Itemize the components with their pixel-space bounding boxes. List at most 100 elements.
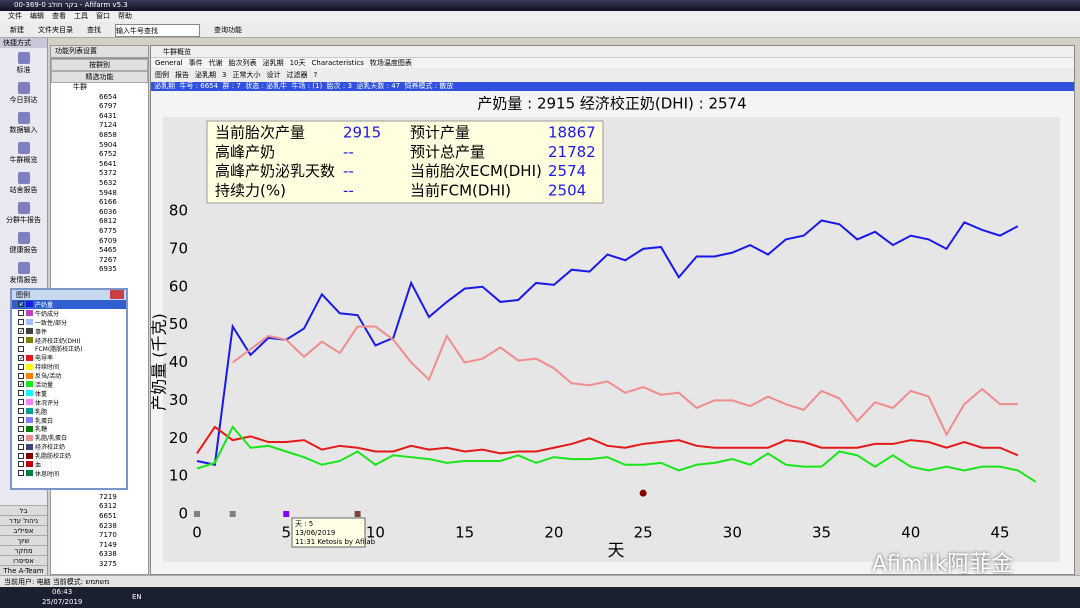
x-tick-label: 5 (281, 524, 291, 542)
menu-bar: 文件 编辑 查看 工具 窗口 帮助 (0, 11, 1080, 22)
info-label: 当前胎次ECM(DHI) (410, 162, 542, 180)
sidebar-item: 标准 (0, 48, 47, 78)
status-bar: 当前用户: 电脑 当前模式: משתמש (0, 575, 1080, 587)
cow-id: 3275 (99, 560, 117, 569)
menu-item[interactable]: 窗口 (96, 12, 110, 20)
legend-label: FCM(脂肪校正奶) (35, 346, 83, 354)
checkbox: ✓ (18, 354, 25, 362)
menu-item[interactable]: 工具 (74, 12, 88, 20)
toolbar-button[interactable]: 查询功能 (214, 26, 242, 34)
legend-row: 体况评分 (12, 398, 126, 407)
cow-id: 6431 (99, 111, 117, 120)
checkbox (18, 470, 24, 477)
info-label: 预计总产量 (410, 143, 485, 161)
sidebar-header: 快捷方式 (0, 38, 47, 48)
series-line (196, 219, 1019, 466)
x-tick-label: 40 (901, 524, 920, 542)
legend-label: 产奶量 (35, 301, 54, 309)
y-tick-label: 40 (169, 353, 188, 371)
event-point (639, 489, 647, 497)
cow-id: 6775 (99, 226, 117, 235)
info-label: 预计产量 (410, 124, 470, 142)
sidebar-item: 今日到达 (0, 78, 47, 108)
sidebar-group: ניהול עדר (0, 515, 47, 525)
legend-label: 电导率 (35, 355, 54, 363)
x-tick-label: 45 (990, 524, 1009, 542)
legend-window: 图例 ✓ 产奶量 牛奶成分 一致性/部分 ✓ 事件 经济校正奶(DHI) FCM(脂肪校正奶)… (10, 288, 128, 490)
swatch (26, 425, 33, 432)
cow-id: 5465 (99, 246, 117, 255)
series-line (196, 425, 1037, 483)
checkbox (18, 399, 24, 406)
legend-row: 持续时间 (12, 362, 126, 371)
tooltip-text: 天 : 5 (295, 520, 313, 528)
clock-date: 25/07/2019 (42, 598, 83, 606)
legend-row: 乳脂 (12, 407, 126, 416)
legend-label: 乳脂/乳蛋白 (35, 435, 68, 443)
y-axis-label: 产奶量 (千克) (150, 313, 169, 411)
menu-item[interactable]: 编辑 (30, 12, 44, 20)
checkbox: ✓ (18, 301, 25, 309)
legend-items: ✓ 产奶量 牛奶成分 一致性/部分 ✓ 事件 经济校正奶(DHI) FCM(脂肪校正奶) ✓ 电导… (12, 300, 126, 478)
info-value: 18867 (548, 124, 596, 142)
cow-id: 5948 (99, 188, 117, 197)
tab: 10天 (289, 59, 306, 67)
legend-label: 体重 (35, 390, 48, 398)
checkbox: ✓ (18, 434, 25, 442)
legend-row: ✓ 活动量 (12, 380, 126, 389)
close-button[interactable] (110, 290, 124, 299)
y-tick-label: 30 (169, 391, 188, 409)
swatch (26, 381, 33, 388)
toolbar-button[interactable]: 查找 (87, 26, 101, 34)
tool: 正常大小 (232, 71, 261, 79)
tabs: General 事件 代谢 胎次列表 泌乳期 10天 Characteristics 牧场温度… (151, 58, 1074, 68)
info-value: 2504 (548, 181, 586, 199)
tree-root: 牛群 (73, 83, 87, 91)
sidebar-group: The A-Team (0, 565, 47, 575)
tab: Characteristics (311, 59, 364, 67)
checkbox (18, 417, 24, 424)
checkbox (18, 443, 24, 450)
tab: General (155, 59, 183, 67)
event-marker (229, 511, 236, 517)
info-label: 当前胎次产量 (215, 124, 305, 142)
menu-item[interactable]: 查看 (52, 12, 66, 20)
menu-item[interactable]: 文件 (8, 12, 22, 20)
y-tick-label: 80 (169, 202, 188, 220)
sidebar-item: 站舍报告 (0, 168, 47, 198)
x-tick-label: 35 (812, 524, 831, 542)
cow-id: 6238 (99, 521, 117, 530)
legend-label: 乳脂 (35, 408, 48, 416)
swatch (26, 470, 33, 477)
toolbar-button[interactable]: 新建 (10, 26, 24, 34)
title-bar: 00-369-0 בקר חולב - Afifarm v5.3 (0, 0, 1080, 11)
legend-label: 乳蛋白 (35, 417, 54, 425)
info-label: 持续力(%) (215, 181, 286, 199)
toolbar-button[interactable]: 输入牛号查找 (115, 24, 200, 37)
legend-label: 血 (35, 461, 42, 469)
menu-item[interactable]: 帮助 (118, 12, 132, 20)
swatch (26, 399, 33, 406)
cow-id: 6935 (99, 265, 117, 274)
taskbar: EN 06:43 25/07/2019 (0, 587, 1080, 608)
sidebar-item: 牛群概览 (0, 138, 47, 168)
swatch (26, 301, 33, 308)
cow-id: 5904 (99, 140, 117, 149)
legend-label: 休息时间 (35, 470, 60, 478)
tree-button: 精选功能 (51, 71, 148, 83)
tab: 泌乳期 (262, 59, 284, 67)
legend-label: 牛奶成分 (35, 310, 60, 318)
info-value: 21782 (548, 143, 596, 161)
cow-id: 6812 (99, 217, 117, 226)
legend-label: 乳脂肪校正奶 (35, 453, 72, 461)
tree-header[interactable]: 功能列表设置 (50, 45, 149, 58)
toolbar-button[interactable]: 文件夹目录 (38, 26, 73, 34)
sidebar-item: 发情报告 (0, 258, 47, 288)
cow-id: 6651 (99, 512, 117, 521)
sidebar-group: אפיפרו (0, 555, 47, 565)
x-tick-label: 25 (634, 524, 653, 542)
swatch (26, 452, 33, 459)
legend-row: ✓ 乳脂/乳蛋白 (12, 433, 126, 442)
tool: ? (313, 71, 318, 79)
